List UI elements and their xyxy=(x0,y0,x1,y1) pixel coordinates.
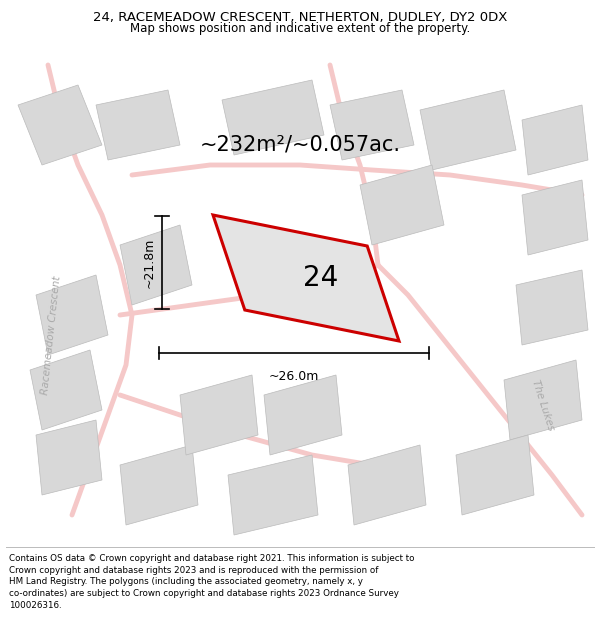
Polygon shape xyxy=(213,215,399,341)
Polygon shape xyxy=(30,350,102,430)
Polygon shape xyxy=(36,420,102,495)
Polygon shape xyxy=(18,85,102,165)
Text: The Lukes: The Lukes xyxy=(530,378,556,432)
Polygon shape xyxy=(180,375,258,455)
Polygon shape xyxy=(36,275,108,355)
Polygon shape xyxy=(330,90,414,160)
Polygon shape xyxy=(516,270,588,345)
Polygon shape xyxy=(222,80,324,155)
Text: ~232m²/~0.057ac.: ~232m²/~0.057ac. xyxy=(199,135,401,155)
Polygon shape xyxy=(456,435,534,515)
Text: Contains OS data © Crown copyright and database right 2021. This information is : Contains OS data © Crown copyright and d… xyxy=(9,554,415,610)
Polygon shape xyxy=(360,165,444,245)
Polygon shape xyxy=(120,445,198,525)
Polygon shape xyxy=(264,375,342,455)
Polygon shape xyxy=(420,90,516,170)
Text: 24, RACEMEADOW CRESCENT, NETHERTON, DUDLEY, DY2 0DX: 24, RACEMEADOW CRESCENT, NETHERTON, DUDL… xyxy=(93,11,507,24)
Text: ~26.0m: ~26.0m xyxy=(269,370,319,383)
Polygon shape xyxy=(504,360,582,440)
Polygon shape xyxy=(348,445,426,525)
Polygon shape xyxy=(96,90,180,160)
Text: 24: 24 xyxy=(304,264,338,291)
Text: ~21.8m: ~21.8m xyxy=(142,238,155,288)
Polygon shape xyxy=(120,225,192,305)
Polygon shape xyxy=(228,455,318,535)
Text: Racemeadow Crescent: Racemeadow Crescent xyxy=(40,275,62,395)
Text: Map shows position and indicative extent of the property.: Map shows position and indicative extent… xyxy=(130,22,470,35)
Polygon shape xyxy=(522,180,588,255)
Polygon shape xyxy=(522,105,588,175)
